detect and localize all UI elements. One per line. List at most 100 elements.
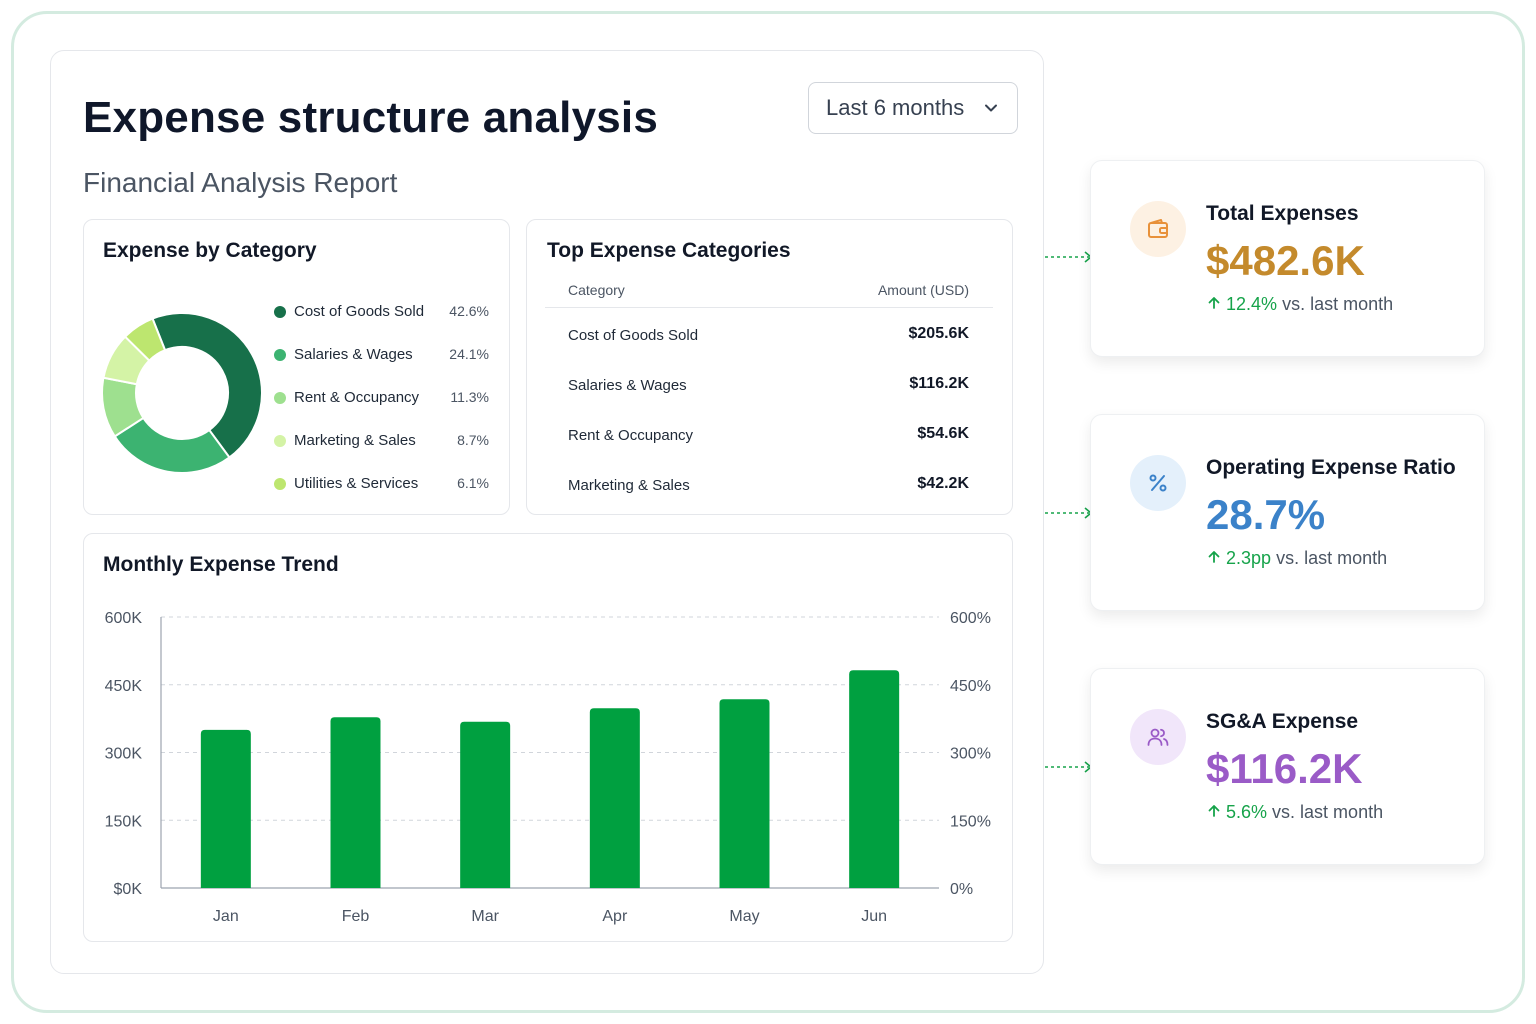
row-category: Rent & Occupancy xyxy=(568,427,694,444)
kpi-value: $482.6K xyxy=(1206,237,1365,284)
x-tick-label: Mar xyxy=(471,908,499,925)
row-amount: $54.6K xyxy=(917,425,969,442)
top-expense-categories-card: Top Expense Categories Category Amount (… xyxy=(526,219,1013,515)
table-row: Cost of Goods Sold $205.6K xyxy=(545,324,993,348)
legend-dot xyxy=(274,435,286,447)
wallet-icon xyxy=(1148,219,1168,238)
legend-dot xyxy=(274,306,286,318)
legend-label: Rent & Occupancy xyxy=(294,389,420,406)
legend-percent: 42.6% xyxy=(449,303,489,319)
card-title: Top Expense Categories xyxy=(547,239,791,262)
x-tick-label: May xyxy=(729,908,759,925)
legend-item: Salaries & Wages 24.1% xyxy=(274,345,494,365)
row-category: Salaries & Wages xyxy=(568,377,687,394)
kpi-change-number: 5.6% xyxy=(1226,802,1268,822)
legend-percent: 11.3% xyxy=(450,389,489,405)
row-category: Marketing & Sales xyxy=(568,477,690,494)
y-tick-label-right: 0% xyxy=(950,881,973,898)
table-row: Marketing & Sales $42.2K xyxy=(545,474,993,498)
kpi-change-number: 12.4% xyxy=(1226,294,1278,314)
expense-by-category-card: Expense by Category Cost of Goods Sold 4… xyxy=(83,219,510,515)
legend-item: Marketing & Sales 8.7% xyxy=(274,431,494,451)
chevron-down-icon xyxy=(985,104,997,112)
users-icon xyxy=(1147,728,1169,746)
legend-percent: 24.1% xyxy=(449,346,489,362)
y-tick-label-left: 150K xyxy=(105,813,143,830)
row-amount: $42.2K xyxy=(917,475,969,492)
bar-jun xyxy=(849,670,900,888)
legend-item: Rent & Occupancy 11.3% xyxy=(274,388,494,408)
legend-percent: 8.7% xyxy=(457,432,489,448)
kpi-change-text: vs. last month xyxy=(1272,802,1384,822)
kpi-title: SG&A Expense xyxy=(1206,710,1359,733)
percent-icon xyxy=(1149,474,1167,492)
kpi-change-text: vs. last month xyxy=(1276,548,1388,568)
y-tick-label-left: $0K xyxy=(114,881,143,898)
arrow-up-icon xyxy=(1208,805,1220,817)
legend-percent: 6.1% xyxy=(457,475,489,491)
kpi-value: 28.7% xyxy=(1206,491,1326,538)
y-tick-label-left: 600K xyxy=(105,610,143,627)
legend-item: Cost of Goods Sold 42.6% xyxy=(274,302,494,322)
column-header-category: Category xyxy=(568,282,625,298)
date-range-select[interactable]: Last 6 months xyxy=(808,82,1018,134)
bar-chart: $0K 0% 150K 150% 300K 300% 450K 450% 600K 600% Jan… xyxy=(105,610,991,925)
date-range-label: Last 6 months xyxy=(826,95,965,120)
x-tick-label: Jun xyxy=(861,908,887,925)
bar-jan xyxy=(200,729,251,888)
donut-chart xyxy=(101,312,263,474)
kpi-change: 12.4% vs. last month xyxy=(1206,294,1393,315)
monthly-expense-trend-card: Monthly Expense Trend $0K 0% 150K 150% 300K 3… xyxy=(83,533,1013,942)
bar-may xyxy=(719,699,770,888)
x-tick-label: Apr xyxy=(602,908,628,925)
page-title: Expense structure analysis xyxy=(83,93,659,142)
row-amount: $205.6K xyxy=(908,325,970,342)
x-tick-label: Feb xyxy=(342,908,370,925)
card-title: Expense by Category xyxy=(103,239,317,262)
legend-label: Salaries & Wages xyxy=(294,346,413,363)
row-category: Cost of Goods Sold xyxy=(568,327,699,344)
table-header: Category Amount (USD) xyxy=(545,282,993,308)
x-tick-label: Jan xyxy=(213,908,239,925)
connector-arrow-icon xyxy=(1045,251,1093,263)
y-tick-label-right: 150% xyxy=(950,813,991,830)
bar-feb xyxy=(330,717,381,888)
kpi-change: 5.6% vs. last month xyxy=(1206,802,1383,823)
legend-label: Marketing & Sales xyxy=(294,432,416,449)
y-tick-label-right: 450% xyxy=(950,678,991,695)
table-row: Salaries & Wages $116.2K xyxy=(545,374,993,398)
connector-arrow-icon xyxy=(1045,761,1093,773)
kpi-card-operating-expense-ratio: Operating Expense Ratio 28.7% 2.3pp vs. … xyxy=(1090,414,1485,611)
donut-slice xyxy=(123,317,167,363)
legend-label: Utilities & Services xyxy=(294,475,419,492)
kpi-title: Operating Expense Ratio xyxy=(1206,456,1456,479)
bar-apr xyxy=(589,708,640,888)
row-amount: $116.2K xyxy=(909,375,969,392)
kpi-icon-badge xyxy=(1130,201,1186,257)
kpi-value: $116.2K xyxy=(1206,745,1363,792)
main-panel: Expense structure analysis Financial Ana… xyxy=(50,50,1044,974)
y-tick-label-right: 600% xyxy=(950,610,991,627)
page-subtitle: Financial Analysis Report xyxy=(83,167,398,198)
connector-arrow-icon xyxy=(1045,507,1093,519)
card-title: Monthly Expense Trend xyxy=(103,553,339,576)
kpi-title: Total Expenses xyxy=(1206,202,1359,225)
y-tick-label-right: 300% xyxy=(950,746,991,763)
kpi-card-total-expenses: Total Expenses $482.6K 12.4% vs. last mo… xyxy=(1090,160,1485,357)
kpi-change: 2.3pp vs. last month xyxy=(1206,548,1387,569)
kpi-change-text: vs. last month xyxy=(1282,294,1394,314)
arrow-up-icon xyxy=(1208,297,1220,309)
legend-label: Cost of Goods Sold xyxy=(294,303,425,320)
legend-item: Utilities & Services 6.1% xyxy=(274,474,494,494)
legend-dot xyxy=(274,392,286,404)
column-header-amount: Amount (USD) xyxy=(877,282,969,298)
bar-mar xyxy=(460,721,511,888)
y-tick-label-left: 300K xyxy=(105,746,143,763)
kpi-icon-badge xyxy=(1130,709,1186,765)
kpi-change-number: 2.3pp xyxy=(1226,548,1272,568)
y-tick-label-left: 450K xyxy=(105,678,143,695)
legend-dot xyxy=(274,349,286,361)
donut-slice xyxy=(151,312,263,459)
kpi-icon-badge xyxy=(1130,455,1186,511)
table-row: Rent & Occupancy $54.6K xyxy=(545,424,993,448)
